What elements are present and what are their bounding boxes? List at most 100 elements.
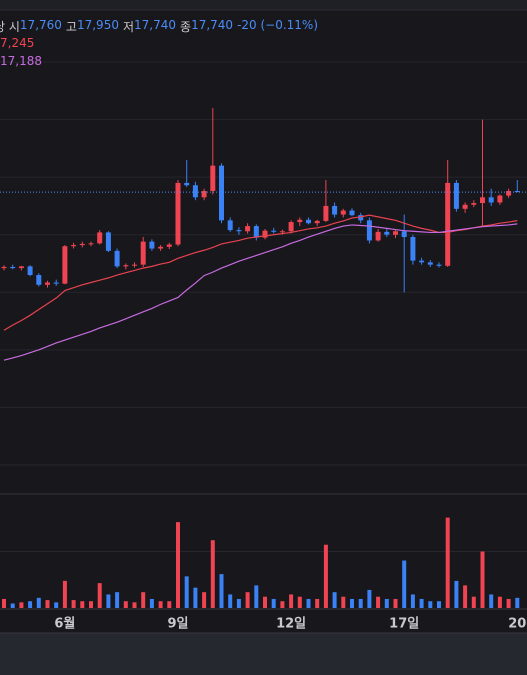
volume-bar [297, 596, 302, 608]
volume-bar [480, 551, 485, 608]
volume-bar [28, 601, 33, 608]
candle-body [236, 230, 242, 232]
legend-label: 시 [8, 20, 20, 34]
volume-bar [54, 602, 59, 608]
candle-body [279, 231, 285, 233]
volume-bar [497, 596, 502, 608]
legend-value: 17,950 [76, 18, 119, 32]
candle-body [149, 241, 155, 249]
candle-body [62, 246, 68, 284]
candle-body [480, 197, 485, 204]
legend-change: -20 (−0.11%) [237, 18, 319, 32]
candle-body [201, 190, 207, 198]
volume-bar [123, 601, 128, 608]
volume-bar [80, 601, 85, 608]
candle-body [10, 266, 16, 269]
candle-body [71, 245, 77, 247]
candle-body [366, 220, 372, 241]
legend-label: 종 [180, 20, 192, 34]
legend-lead: 낭 [0, 18, 5, 35]
volume-bar [515, 597, 520, 608]
volume-bar [445, 517, 450, 608]
candle-body [462, 204, 468, 209]
volume-bar [89, 601, 93, 608]
volume-bar [106, 594, 111, 608]
volume-bar [141, 592, 146, 608]
volume-bar [115, 592, 120, 608]
candle-body [97, 232, 103, 244]
candle-body [514, 190, 520, 193]
volume-bar [210, 540, 215, 608]
candle-body [436, 264, 442, 266]
volume-bar [10, 603, 15, 608]
ma-legend: 17,188 [0, 54, 42, 68]
volume-bar [167, 601, 172, 608]
candle-body [53, 282, 59, 284]
candle-body [27, 266, 33, 276]
candle-body [262, 230, 268, 238]
candle-body [105, 232, 111, 251]
volume-bar [332, 592, 337, 608]
candle-body [18, 266, 24, 269]
x-tick-label: 20 [508, 617, 526, 632]
candle-body [384, 231, 390, 235]
volume-bar [132, 602, 137, 608]
candle-body [419, 260, 425, 263]
candle-body [253, 226, 259, 238]
volume-bar [45, 600, 50, 608]
candle-body [332, 205, 338, 215]
candle-body [114, 250, 120, 267]
x-tick-label: 6월 [54, 616, 75, 632]
volume-bar [376, 596, 381, 608]
moving-average-line [3, 214, 518, 331]
volume-bar [506, 598, 511, 608]
candle-body [306, 219, 311, 224]
candle-body [132, 264, 137, 266]
volume-bar [245, 592, 250, 608]
volume-bar [350, 598, 354, 608]
volume-bar [306, 598, 311, 608]
candle-body [210, 165, 216, 191]
legend-label: 고 [65, 20, 77, 34]
candle-body [175, 182, 181, 245]
volume-bar [202, 592, 207, 608]
volume-bar [367, 589, 372, 608]
volume-bar [97, 583, 102, 608]
x-tick-label: 12일 [276, 617, 306, 632]
volume-bar [62, 580, 67, 608]
candle-body [375, 231, 381, 241]
volume-bar [158, 601, 163, 608]
volume-bar [219, 574, 224, 608]
candle-body [453, 182, 459, 209]
volume-bar [193, 587, 198, 608]
candle-body [158, 246, 164, 249]
candle-body [401, 231, 407, 238]
candle-body [36, 275, 42, 285]
candle-body [192, 185, 198, 198]
candle-body [427, 262, 433, 265]
candle-body [227, 220, 233, 231]
volume-bar [19, 602, 24, 608]
legend-value: 17,740 [134, 18, 177, 32]
legend-value: 17,760 [19, 18, 62, 32]
candle-body [358, 215, 364, 221]
candle-body [184, 182, 190, 186]
x-tick-label: 17일 [389, 617, 419, 632]
volume-bar [419, 598, 424, 608]
candle-body [488, 197, 494, 203]
volume-bar [149, 598, 154, 608]
volume-bar [263, 596, 267, 608]
moving-average-line [3, 223, 518, 361]
candle-body [219, 165, 224, 221]
volume-bar [236, 598, 241, 608]
candle-body [88, 243, 94, 245]
volume-bar [36, 597, 41, 608]
volume-bar [428, 601, 433, 608]
candle-body [123, 265, 129, 267]
legend-label: 저 [122, 20, 135, 34]
volume-bar [489, 594, 494, 608]
candle-body [410, 237, 416, 261]
volume-bar [280, 601, 285, 608]
volume-bar [471, 596, 476, 608]
